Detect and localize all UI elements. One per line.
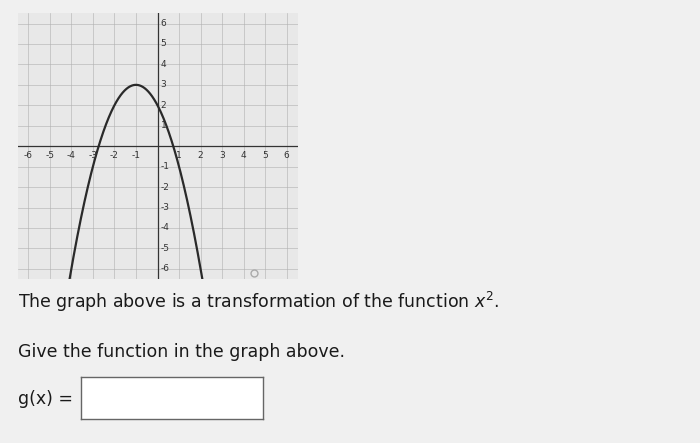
Text: -4: -4 — [67, 152, 76, 160]
Text: -2: -2 — [110, 152, 119, 160]
Text: -3: -3 — [161, 203, 169, 212]
Text: Give the function in the graph above.: Give the function in the graph above. — [18, 343, 344, 361]
Text: -5: -5 — [161, 244, 169, 253]
Text: 1: 1 — [176, 152, 182, 160]
Text: 2: 2 — [161, 101, 167, 110]
Text: 3: 3 — [219, 152, 225, 160]
Text: g(x) =: g(x) = — [18, 390, 73, 408]
Text: -3: -3 — [88, 152, 97, 160]
Text: -1: -1 — [161, 162, 169, 171]
Text: 5: 5 — [161, 39, 167, 48]
Text: -5: -5 — [46, 152, 55, 160]
Text: -6: -6 — [24, 152, 33, 160]
Text: 2: 2 — [198, 152, 204, 160]
Text: -2: -2 — [161, 183, 169, 191]
Text: -1: -1 — [132, 152, 141, 160]
Text: 6: 6 — [284, 152, 290, 160]
Text: 4: 4 — [161, 60, 167, 69]
Text: -6: -6 — [161, 264, 169, 273]
Text: -4: -4 — [161, 223, 169, 233]
Text: 6: 6 — [161, 19, 167, 28]
Text: 1: 1 — [161, 121, 167, 130]
Text: 5: 5 — [262, 152, 268, 160]
Text: 4: 4 — [241, 152, 246, 160]
Text: The graph above is a transformation of the function $x^2$.: The graph above is a transformation of t… — [18, 290, 499, 314]
Text: 3: 3 — [161, 80, 167, 89]
